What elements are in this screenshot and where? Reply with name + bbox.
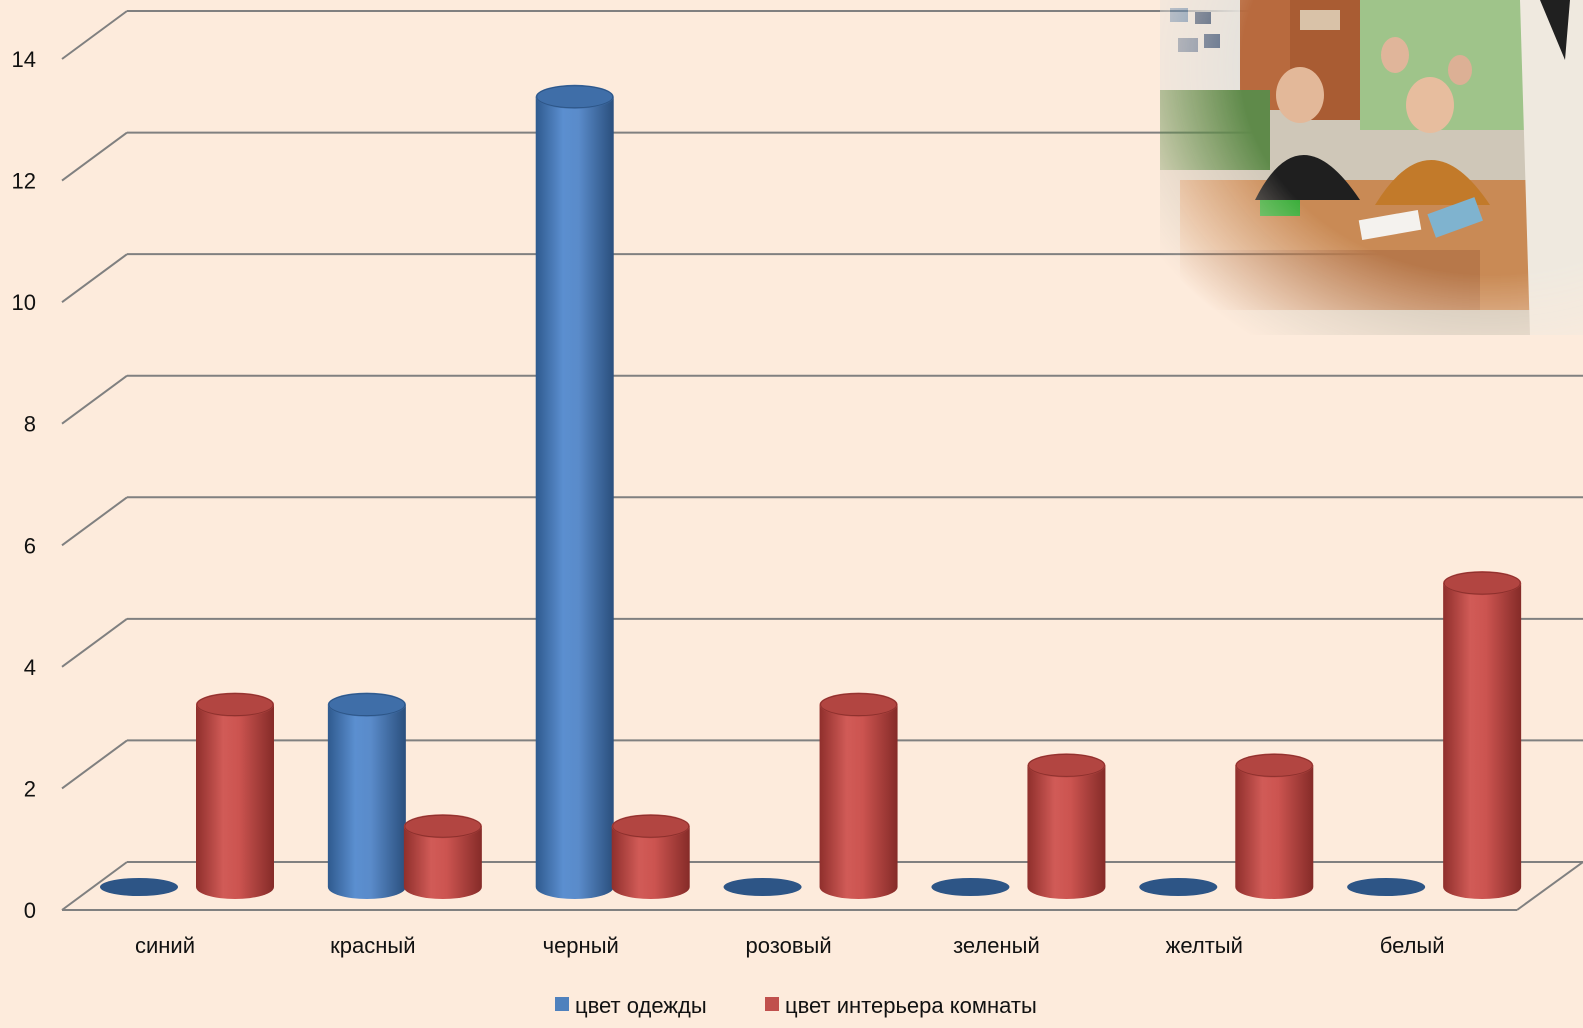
chart-floor: [62, 861, 1583, 911]
gridline: [61, 617, 1583, 668]
bar: [1027, 753, 1106, 900]
bar: [1347, 878, 1426, 896]
bar: [196, 692, 274, 899]
gridline: [61, 374, 1583, 425]
y-axis-ticks: 0 2 4 6 8 10 12 14: [12, 47, 36, 923]
bars: [100, 84, 1522, 900]
y-tick-label: 2: [24, 776, 36, 801]
y-tick-label: 14: [12, 47, 36, 72]
x-tick-label: синий: [135, 933, 195, 958]
x-tick-label: черный: [543, 933, 619, 958]
x-tick-label: желтый: [1166, 933, 1243, 958]
y-tick-label: 12: [12, 169, 36, 194]
bar: [611, 814, 690, 900]
classroom-photo: [1160, 0, 1583, 335]
y-tick-label: 6: [24, 533, 36, 558]
y-tick-label: 8: [24, 412, 36, 437]
bar: [1443, 571, 1522, 900]
bar: [931, 878, 1010, 896]
x-tick-label: зеленый: [953, 933, 1040, 958]
x-tick-label: белый: [1380, 933, 1445, 958]
legend-swatch: [555, 997, 569, 1011]
legend-label: цвет одежды: [575, 993, 707, 1018]
legend-swatch: [765, 997, 779, 1011]
x-axis-categories: синий красный черный розовый зеленый желтый бе…: [135, 933, 1445, 958]
bar: [403, 814, 482, 900]
bar: [100, 878, 178, 896]
floor-right-edge: [1516, 861, 1583, 911]
x-tick-label: красный: [330, 933, 415, 958]
legend-item: цвет одежды: [555, 993, 707, 1018]
bar: [1139, 878, 1218, 896]
bar: [1235, 753, 1314, 900]
legend: цвет одежды цвет интерьера комнаты: [555, 993, 1037, 1018]
y-tick-label: 4: [24, 655, 36, 680]
bar: [819, 692, 898, 900]
bar: [327, 692, 406, 900]
legend-item: цвет интерьера комнаты: [765, 993, 1037, 1018]
bar: [723, 878, 802, 896]
gridline: [61, 496, 1583, 547]
y-tick-label: 0: [24, 898, 36, 923]
x-tick-label: розовый: [746, 933, 832, 958]
y-tick-label: 10: [12, 290, 36, 315]
legend-label: цвет интерьера комнаты: [785, 993, 1037, 1018]
bar: [535, 84, 614, 900]
